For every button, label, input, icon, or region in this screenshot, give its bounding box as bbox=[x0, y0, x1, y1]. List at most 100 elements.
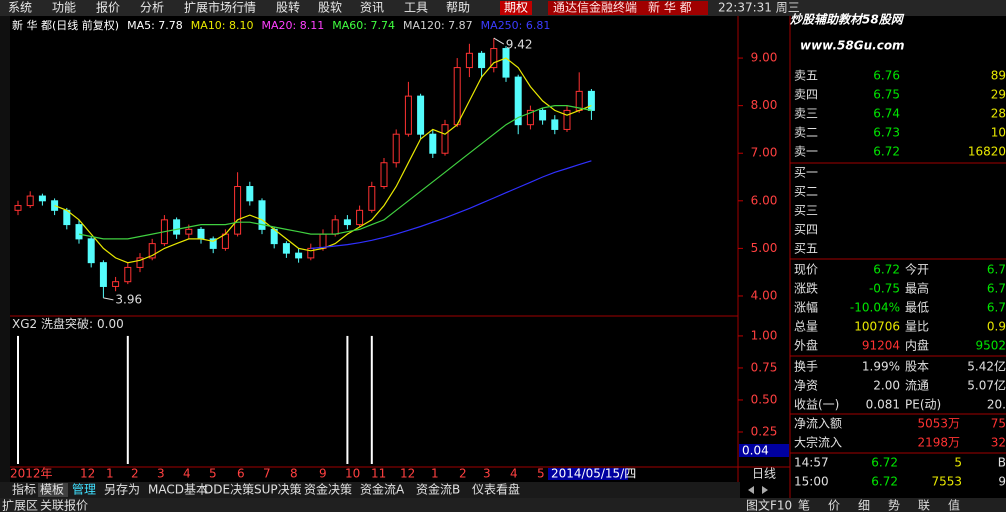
candle-body bbox=[331, 219, 339, 235]
menu-item[interactable]: 报价 bbox=[96, 0, 120, 15]
x-tick-label: 3 bbox=[157, 467, 165, 481]
candle-body bbox=[221, 233, 229, 249]
footer-item[interactable]: 关联报价 bbox=[40, 498, 88, 512]
period-label: 日线 bbox=[752, 467, 776, 481]
tab[interactable]: 管理 bbox=[72, 482, 96, 497]
tab[interactable]: SUP决策 bbox=[254, 483, 302, 497]
x-tick-label: 5 bbox=[209, 467, 217, 481]
candle-body bbox=[380, 162, 388, 188]
stat-value: 91204 bbox=[862, 339, 900, 353]
tab[interactable]: MACD基本 bbox=[148, 483, 208, 497]
stat-label: 总量 bbox=[794, 320, 818, 334]
indicator-value: 0.00 bbox=[97, 317, 124, 331]
f10-link[interactable]: 图文F10 bbox=[746, 498, 792, 512]
tick-side: 9 bbox=[998, 475, 1006, 489]
menu-item[interactable]: 系统 bbox=[8, 1, 32, 15]
bid-label: 买四 bbox=[794, 223, 818, 237]
candle-body bbox=[136, 257, 144, 268]
tab-active-bg bbox=[38, 483, 68, 497]
y-tick-label: 1.00 bbox=[751, 328, 778, 342]
x-tick-label: 1 bbox=[431, 467, 439, 481]
ask-label: 卖四 bbox=[794, 88, 818, 102]
left-toolbar bbox=[0, 16, 10, 482]
tab[interactable]: 资金流A bbox=[360, 482, 405, 497]
ask-price: 6.76 bbox=[873, 69, 900, 83]
candle-body bbox=[514, 76, 522, 126]
bid-label: 买三 bbox=[794, 204, 818, 218]
candle-body bbox=[453, 67, 461, 126]
candle-body bbox=[551, 119, 559, 130]
header-item: 新 华 都(日线 前复权) bbox=[12, 18, 119, 32]
side-tab[interactable]: 笔 bbox=[798, 498, 810, 512]
date-bg bbox=[548, 468, 628, 480]
menu-item[interactable]: 资讯 bbox=[360, 1, 384, 15]
side-tab[interactable]: 势 bbox=[888, 499, 900, 512]
y-tick-label: 6.00 bbox=[751, 193, 778, 207]
ask-label: 卖三 bbox=[794, 107, 818, 121]
stat-label: 外盘 bbox=[794, 338, 818, 353]
tab[interactable]: 另存为 bbox=[104, 483, 140, 497]
x-tick-label: 3 bbox=[483, 467, 491, 481]
candle-body bbox=[173, 219, 181, 235]
readout-bg bbox=[739, 444, 789, 457]
cursor-date: 2014/05/15/四 bbox=[551, 467, 636, 481]
tab[interactable]: 资金流B bbox=[416, 482, 460, 497]
candle-body bbox=[185, 228, 193, 235]
menu-item[interactable]: 股转 bbox=[276, 0, 300, 15]
side-tab[interactable]: 值 bbox=[948, 498, 960, 512]
side-tab[interactable]: 联 bbox=[918, 499, 930, 512]
terminal-bg bbox=[548, 1, 708, 15]
side-tab[interactable]: 价 bbox=[828, 499, 840, 512]
stat-label: PE(动) bbox=[905, 398, 941, 412]
tab-bar bbox=[0, 482, 740, 498]
tab[interactable]: 指标 bbox=[12, 482, 36, 497]
tab[interactable]: 资金决策 bbox=[304, 482, 352, 497]
y-tick-label: 0.50 bbox=[751, 392, 778, 406]
menu-item[interactable]: 股软 bbox=[318, 1, 342, 15]
menu-item[interactable]: 帮助 bbox=[446, 1, 470, 15]
x-tick-label: 1 bbox=[106, 467, 114, 481]
stat-label: 量比 bbox=[905, 320, 929, 334]
bid-label: 买一 bbox=[794, 166, 818, 180]
candle-body bbox=[587, 90, 595, 111]
menu-item[interactable]: 工具 bbox=[404, 1, 428, 15]
stat-value: 0.081 bbox=[866, 398, 900, 412]
candle-body bbox=[282, 243, 290, 254]
tab[interactable]: 仪表看盘 bbox=[472, 482, 520, 497]
ask-volume: 28 bbox=[991, 107, 1006, 121]
candle-body bbox=[295, 252, 303, 259]
terminal-name: 通达信金融终端 bbox=[553, 0, 637, 15]
menu-badge[interactable]: 期权 bbox=[504, 1, 528, 15]
candle-body bbox=[526, 109, 534, 126]
y-tick-label: 5.00 bbox=[751, 241, 778, 255]
stat-value: 6.72 bbox=[873, 263, 900, 277]
x-tick-label: 4 bbox=[510, 467, 518, 481]
ask-price: 6.73 bbox=[873, 126, 900, 140]
menu-item[interactable]: 功能 bbox=[52, 1, 76, 15]
candle-body bbox=[14, 205, 22, 211]
candle-body bbox=[51, 200, 59, 211]
signal-bar bbox=[126, 335, 129, 464]
candle-body bbox=[148, 243, 156, 259]
stat-label: 现价 bbox=[794, 263, 818, 277]
stat-value: 2.00 bbox=[873, 379, 900, 393]
badge-bg bbox=[500, 1, 532, 15]
scroll-arrows[interactable] bbox=[748, 486, 768, 494]
ma-line bbox=[54, 57, 592, 264]
tab[interactable]: 模板 bbox=[40, 483, 64, 497]
tab[interactable]: DDE决策 bbox=[204, 483, 254, 497]
footer-item[interactable]: 扩展区 bbox=[2, 499, 38, 512]
signal-bar bbox=[17, 335, 19, 464]
flow-label: 大宗流入 bbox=[794, 435, 842, 450]
candle-body bbox=[319, 233, 327, 249]
stat-value: 20. bbox=[987, 398, 1006, 412]
menu-item[interactable]: 分析 bbox=[140, 1, 164, 15]
stat-label: 最高 bbox=[905, 281, 929, 296]
candle-body bbox=[38, 195, 46, 202]
menu-item[interactable]: 扩展市场行情 bbox=[184, 0, 256, 15]
side-tab[interactable]: 细 bbox=[858, 499, 870, 512]
x-tick-label: 12 bbox=[80, 467, 95, 481]
stat-value: -0.75 bbox=[869, 282, 900, 296]
ui: 2012年 12 1 2 3 4 5 6 7 8 9 10 11 12 1 2 3 4 5 2014/05/15/四日… bbox=[2, 467, 960, 512]
